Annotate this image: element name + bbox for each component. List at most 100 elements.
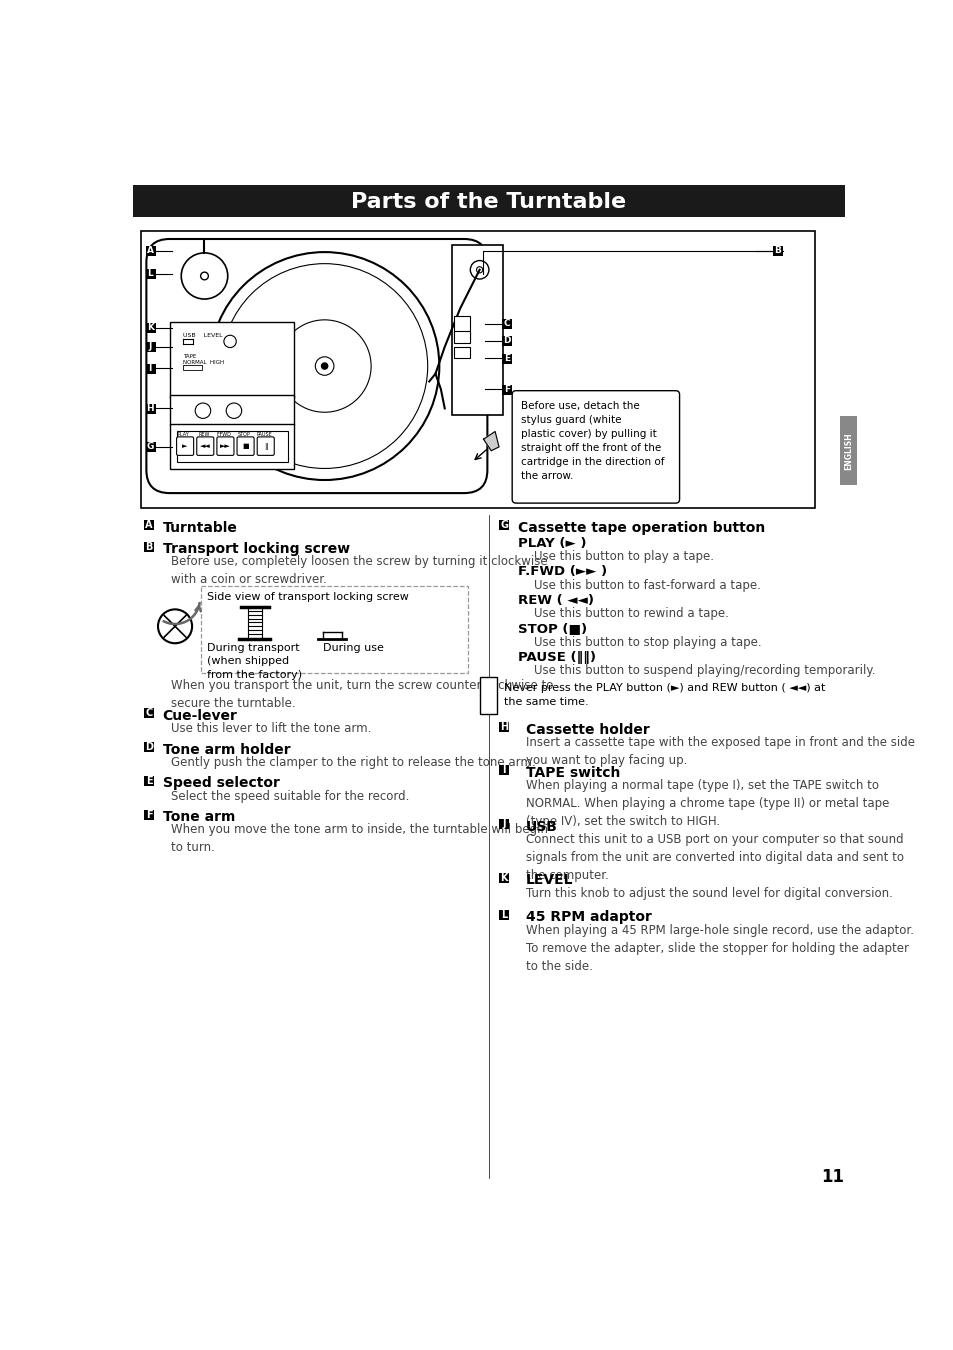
Text: E: E (503, 354, 509, 363)
FancyBboxPatch shape (146, 363, 155, 374)
Text: D: D (145, 741, 152, 752)
Text: Before use, detach the
stylus guard (white
plastic cover) by pulling it
straight: Before use, detach the stylus guard (whi… (520, 401, 663, 481)
Text: B: B (774, 246, 781, 255)
Text: PAUSE: PAUSE (256, 432, 272, 437)
Text: I: I (149, 364, 152, 373)
FancyBboxPatch shape (236, 437, 253, 455)
FancyBboxPatch shape (454, 331, 469, 343)
Text: Cassette tape operation button: Cassette tape operation button (517, 521, 764, 535)
Text: TAPE: TAPE (183, 355, 196, 359)
FancyBboxPatch shape (171, 424, 294, 470)
FancyBboxPatch shape (176, 431, 288, 462)
Text: Use this button to rewind a tape.: Use this button to rewind a tape. (534, 608, 728, 620)
FancyBboxPatch shape (144, 741, 154, 752)
FancyBboxPatch shape (146, 246, 155, 256)
Text: H: H (146, 404, 153, 413)
Text: Cassette holder: Cassette holder (525, 722, 649, 737)
FancyBboxPatch shape (216, 437, 233, 455)
FancyBboxPatch shape (498, 765, 509, 775)
Text: During use: During use (323, 643, 383, 653)
FancyBboxPatch shape (501, 319, 512, 329)
Text: When playing a 45 RPM large-hole single record, use the adaptor.
To remove the a: When playing a 45 RPM large-hole single … (525, 923, 913, 972)
FancyBboxPatch shape (840, 416, 856, 486)
Text: Turn this knob to adjust the sound level for digital conversion.: Turn this knob to adjust the sound level… (525, 887, 892, 899)
Text: Transport locking screw: Transport locking screw (162, 543, 350, 556)
Text: C: C (145, 707, 152, 718)
Text: Tone arm holder: Tone arm holder (162, 743, 290, 756)
FancyBboxPatch shape (512, 390, 679, 504)
Text: PAUSE (‖‖): PAUSE (‖‖) (517, 651, 596, 664)
Text: L: L (500, 910, 507, 919)
FancyBboxPatch shape (183, 366, 202, 370)
FancyBboxPatch shape (141, 231, 815, 509)
Text: D: D (502, 336, 510, 346)
Text: PLAY (► ): PLAY (► ) (517, 537, 586, 549)
Polygon shape (483, 432, 498, 451)
FancyBboxPatch shape (146, 323, 155, 333)
FancyBboxPatch shape (257, 437, 274, 455)
Text: USB    LEVEL: USB LEVEL (183, 333, 222, 338)
FancyBboxPatch shape (146, 443, 155, 452)
FancyBboxPatch shape (144, 776, 154, 786)
Circle shape (321, 363, 328, 369)
Text: Select the speed suitable for the record.: Select the speed suitable for the record… (171, 790, 409, 802)
Text: K: K (147, 323, 153, 332)
Text: F: F (503, 385, 509, 394)
Text: When you transport the unit, turn the screw counterclockwise to
secure the turnt: When you transport the unit, turn the sc… (171, 679, 553, 710)
FancyBboxPatch shape (144, 520, 154, 531)
FancyBboxPatch shape (144, 810, 154, 819)
FancyBboxPatch shape (498, 872, 509, 883)
FancyBboxPatch shape (501, 385, 512, 394)
Text: Tone arm: Tone arm (162, 810, 234, 825)
FancyBboxPatch shape (498, 910, 509, 919)
Text: PLAY: PLAY (177, 432, 190, 437)
FancyBboxPatch shape (146, 269, 155, 279)
Text: F: F (146, 810, 152, 819)
Text: G: G (499, 520, 508, 531)
Text: ENGLISH: ENGLISH (843, 432, 852, 470)
Text: Insert a cassette tape with the exposed tape in front and the side
you want to p: Insert a cassette tape with the exposed … (525, 736, 914, 767)
FancyBboxPatch shape (773, 246, 782, 256)
FancyBboxPatch shape (171, 396, 294, 425)
Text: Never press the PLAY button (►) and REW button ( ◄◄) at
the same time.: Never press the PLAY button (►) and REW … (503, 683, 824, 707)
Text: Parts of the Turntable: Parts of the Turntable (351, 192, 626, 212)
Text: A: A (147, 246, 153, 255)
FancyBboxPatch shape (479, 678, 497, 714)
Text: NORMAL  HIGH: NORMAL HIGH (183, 360, 224, 365)
Text: Turntable: Turntable (162, 521, 237, 535)
FancyBboxPatch shape (501, 336, 512, 346)
Text: STOP: STOP (237, 432, 250, 437)
Text: Cue-lever: Cue-lever (162, 709, 237, 722)
Text: B: B (145, 541, 152, 552)
FancyBboxPatch shape (196, 437, 213, 455)
Text: When you move the tone arm to inside, the turntable will begin
to turn.: When you move the tone arm to inside, th… (171, 824, 548, 855)
Text: REW ( ◄◄): REW ( ◄◄) (517, 594, 594, 608)
Text: TAPE switch: TAPE switch (525, 765, 619, 780)
FancyBboxPatch shape (171, 323, 294, 398)
Text: K: K (499, 872, 507, 883)
Text: REW: REW (198, 432, 210, 437)
Text: ►: ► (182, 443, 188, 450)
Text: H: H (499, 722, 508, 732)
Text: L: L (147, 269, 153, 278)
Text: I: I (502, 765, 505, 775)
Text: Use this button to stop playing a tape.: Use this button to stop playing a tape. (534, 636, 760, 648)
FancyBboxPatch shape (133, 185, 843, 217)
Text: Gently push the clamper to the right to release the tone arm.: Gently push the clamper to the right to … (171, 756, 536, 768)
Text: J: J (502, 819, 505, 829)
FancyBboxPatch shape (452, 246, 502, 414)
Text: USB: USB (525, 819, 558, 833)
FancyBboxPatch shape (498, 520, 509, 531)
FancyBboxPatch shape (201, 586, 468, 672)
Text: STOP (■): STOP (■) (517, 622, 587, 636)
Text: ►►: ►► (220, 443, 231, 450)
Text: Connect this unit to a USB port on your computer so that sound
signals from the : Connect this unit to a USB port on your … (525, 833, 903, 882)
Text: Side view of transport locking screw: Side view of transport locking screw (207, 591, 408, 602)
Text: C: C (503, 319, 510, 328)
Text: 45 RPM adaptor: 45 RPM adaptor (525, 910, 651, 925)
Text: Before use, completely loosen the screw by turning it clockwise
with a coin or s: Before use, completely loosen the screw … (171, 555, 547, 586)
FancyBboxPatch shape (146, 342, 155, 352)
FancyBboxPatch shape (454, 316, 469, 339)
Text: Use this button to play a tape.: Use this button to play a tape. (534, 549, 713, 563)
Text: Use this button to suspend playing/recording temporarily.: Use this button to suspend playing/recor… (534, 664, 875, 678)
